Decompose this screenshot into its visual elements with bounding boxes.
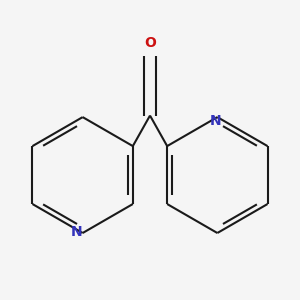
Text: N: N [210, 114, 222, 128]
Text: O: O [144, 36, 156, 50]
Text: N: N [71, 225, 83, 239]
